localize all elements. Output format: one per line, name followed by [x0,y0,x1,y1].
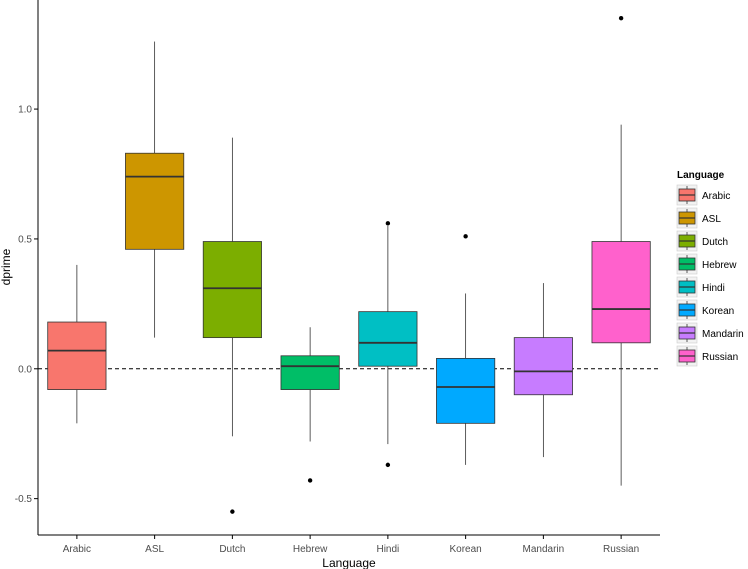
box-russian [591,15,651,486]
legend-label: Mandarin [702,329,744,340]
box-iqr [513,337,573,396]
legend-item-dutch: Dutch [676,230,728,252]
box-iqr [358,311,418,367]
y-axis-title: dprime [0,248,13,285]
legend-title: Language [677,170,725,181]
x-tick-label: ASL [145,544,164,555]
legend-label: Dutch [702,237,728,248]
box-iqr [202,241,262,339]
box-iqr [47,321,107,390]
outlier-point [463,234,468,239]
box-korean [436,234,496,465]
legend-label: Hindi [702,283,725,294]
plot-panel [38,0,660,535]
box-mandarin [513,283,573,458]
outlier-point [307,478,313,483]
y-tick-label: 0.0 [18,364,32,375]
x-axis-title: Language [322,556,376,569]
outlier-point [230,509,235,514]
outlier-point [385,221,391,226]
x-tick-label: Hindi [376,544,399,555]
x-tick-label: Korean [450,544,482,555]
legend-label: Russian [702,352,738,363]
legend-label: ASL [702,214,721,225]
legend-item-mandarin: Mandarin [676,322,744,344]
legend-item-hebrew: Hebrew [676,253,737,275]
y-tick-label: 1.0 [18,105,32,116]
x-tick-label: Russian [603,544,639,555]
y-axis: -0.5 0.0 0.5 1.0 [15,0,39,535]
x-tick-label: Mandarin [523,544,565,555]
x-tick-label: Dutch [219,544,245,555]
legend: Language Arabic ASL Dutch Hebrew Hindi Korean… [676,170,744,367]
legend-item-korean: Korean [676,299,734,321]
outlier-point [385,462,391,468]
y-tick-label: -0.5 [15,494,33,505]
legend-label: Korean [702,306,734,317]
box-asl [125,41,185,338]
y-tick-label: 0.5 [18,234,32,245]
box-iqr [280,355,340,390]
box-arabic [47,264,107,424]
legend-item-russian: Russian [676,345,738,367]
box-hebrew [280,327,340,483]
outlier-point [618,15,624,21]
legend-label: Hebrew [702,260,737,271]
box-hindi [358,221,418,468]
legend-item-hindi: Hindi [676,276,725,298]
box-iqr [125,152,185,250]
x-tick-label: Hebrew [293,544,328,555]
legend-item-asl: ASL [676,207,721,229]
box-iqr [591,241,651,344]
box-iqr [436,357,496,424]
x-axis: Arabic ASL Dutch Hebrew Hindi Korean Mandarin R… [38,534,660,555]
x-tick-label: Arabic [63,544,91,555]
legend-items: Arabic ASL Dutch Hebrew Hindi Korean Mandarin R… [676,184,744,367]
box-dutch [202,137,262,514]
legend-item-arabic: Arabic [676,184,730,206]
boxes-group [47,15,651,514]
legend-label: Arabic [702,191,730,202]
